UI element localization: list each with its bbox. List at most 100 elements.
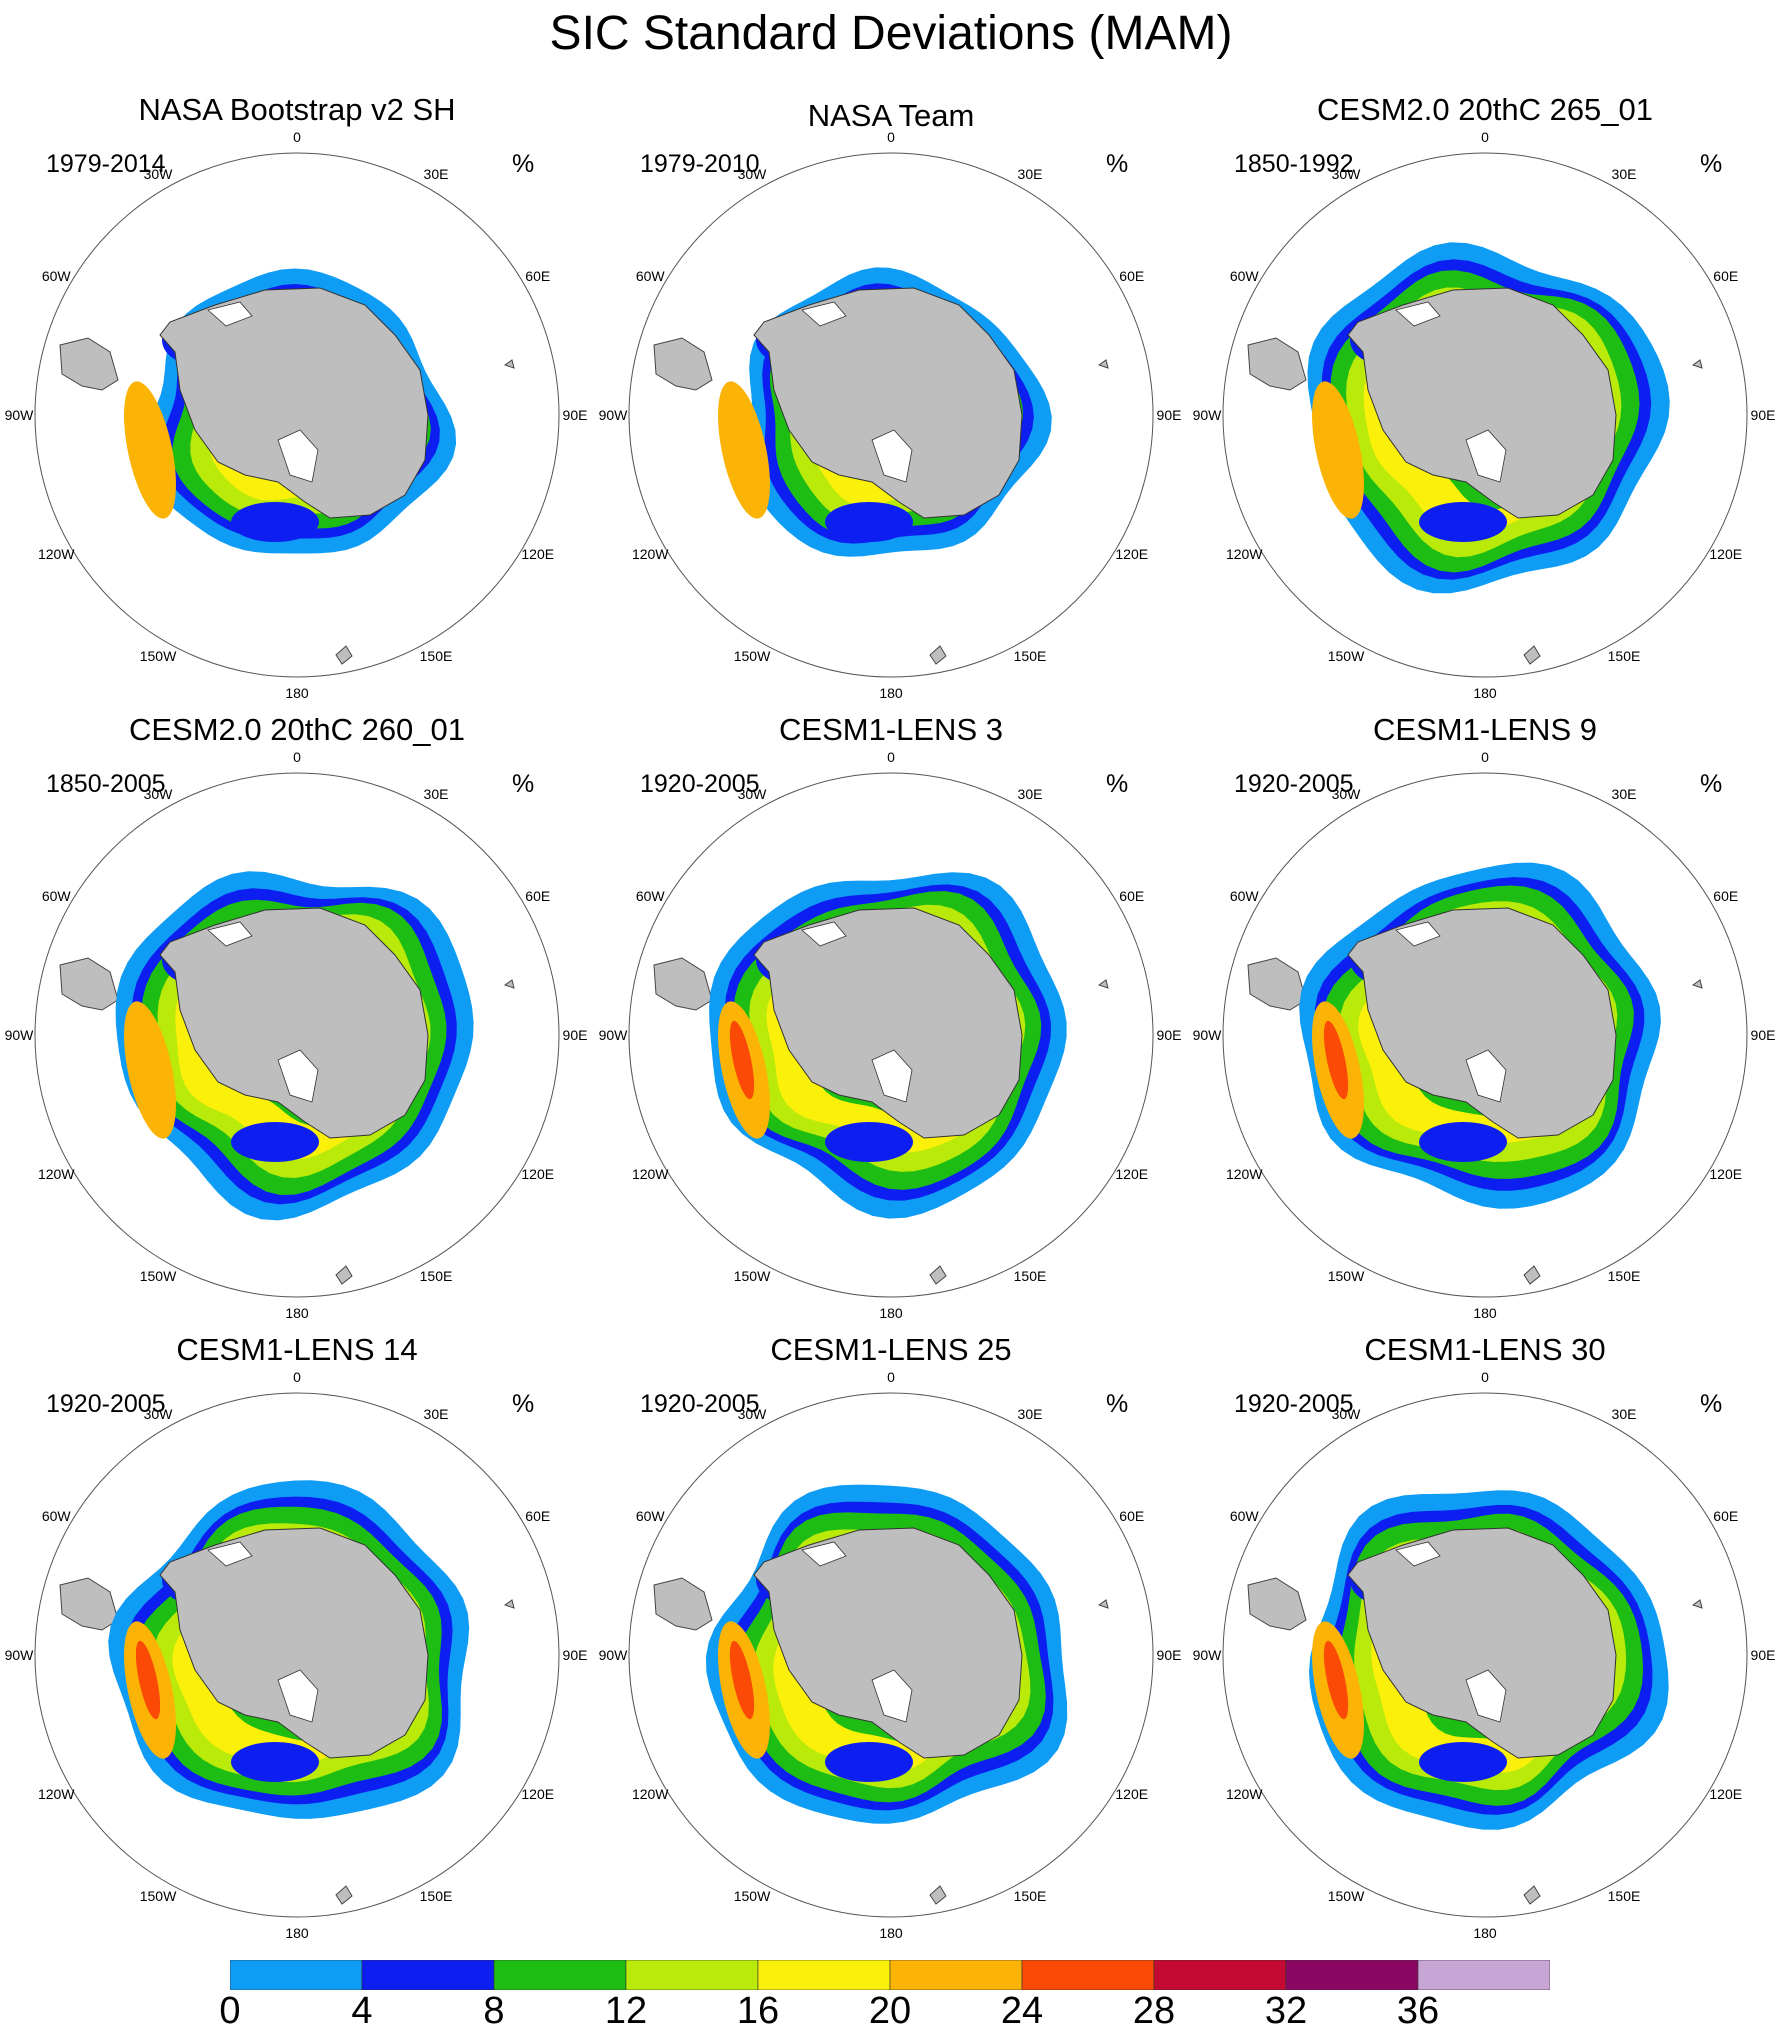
map-panel-8: CESM1-LENS 25 0 30E 60E 90E 120E 150E 180 150W 12… <box>594 1240 1188 1941</box>
longitude-label: 60E <box>1119 1508 1145 1524</box>
longitude-label: 150W <box>1327 1267 1365 1284</box>
polar-map <box>628 772 1154 1298</box>
longitude-label: 30E <box>1017 786 1043 803</box>
longitude-label: 150E <box>1607 1267 1641 1284</box>
panel-title: CESM2.0 20thC 260_01 <box>128 712 466 747</box>
longitude-label: 150W <box>733 647 771 664</box>
longitude-label: 30W <box>737 1406 767 1423</box>
longitude-label: 60W <box>1229 888 1259 904</box>
longitude-label: 0 <box>887 1369 895 1385</box>
longitude-label: 0 <box>293 749 301 765</box>
longitude-label: 150W <box>139 647 177 664</box>
colorbar-tick-label: 8 <box>483 1990 505 2032</box>
ronne-ice-shelf <box>1395 1541 1441 1567</box>
panel-title: CESM1-LENS 25 <box>770 1332 1012 1367</box>
panel-title: NASA Bootstrap v2 SH <box>138 92 456 127</box>
unit-label: % <box>1106 150 1129 178</box>
longitude-label: 120W <box>1225 1166 1263 1182</box>
longitude-label: 90W <box>598 407 628 423</box>
longitude-label: 0 <box>1481 129 1489 145</box>
longitude-label: 150W <box>139 1267 177 1284</box>
unit-label: % <box>1700 770 1723 798</box>
panel-title: CESM1-LENS 14 <box>176 1332 418 1367</box>
antarctica-land <box>753 1527 1023 1759</box>
longitude-label: 180 <box>285 685 309 701</box>
longitude-label: 90W <box>4 1647 34 1663</box>
longitude-label: 180 <box>285 1925 309 1941</box>
south-america-land <box>1247 337 1307 391</box>
south-america-land <box>59 337 119 391</box>
longitude-label: 60E <box>525 1508 551 1524</box>
longitude-label: 90W <box>4 1027 34 1043</box>
ross-ice-shelf <box>277 429 319 483</box>
unit-label: % <box>512 1390 535 1418</box>
longitude-label: 60W <box>1229 1508 1259 1524</box>
longitude-label: 180 <box>1473 1305 1497 1321</box>
colorbar-swatch-0 <box>230 1960 363 1990</box>
colorbar-tick-label: 36 <box>1396 1990 1440 2032</box>
longitude-label: 60W <box>41 268 71 284</box>
ross-ice-shelf <box>1465 1049 1507 1103</box>
map-panel-9: CESM1-LENS 30 0 30E 60E 90E 120E 150E 180 150W 12… <box>1188 1240 1782 1941</box>
longitude-label: 90E <box>1156 1027 1182 1043</box>
longitude-label: 150E <box>1013 1267 1047 1284</box>
colorbar-swatch-7 <box>1153 1960 1287 1990</box>
longitude-label: 180 <box>879 1305 903 1321</box>
longitude-label: 180 <box>1473 1925 1497 1941</box>
longitude-label: 30W <box>143 786 173 803</box>
panel-title: CESM1-LENS 9 <box>1373 712 1597 747</box>
map-panel-3: CESM2.0 20thC 265_01 0 30E 60E 90E 120E 150E 18… <box>1188 0 1782 701</box>
polar-map <box>34 152 560 678</box>
polar-map <box>628 1392 1154 1918</box>
ross-ice-shelf <box>871 1669 913 1723</box>
ronne-ice-shelf <box>207 921 253 947</box>
polar-map <box>628 152 1154 678</box>
longitude-label: 120W <box>631 1786 669 1802</box>
period-label: 1920-2005 <box>1234 1390 1354 1418</box>
south-america-land <box>59 1577 119 1631</box>
longitude-label: 60E <box>525 888 551 904</box>
longitude-label: 90W <box>1192 1647 1222 1663</box>
period-label: 1920-2005 <box>640 1390 760 1418</box>
longitude-label: 90E <box>562 1647 588 1663</box>
longitude-label: 150W <box>1327 1887 1365 1904</box>
period-label: 1920-2005 <box>640 770 760 798</box>
longitude-label: 30W <box>143 1406 173 1423</box>
panel-title: CESM1-LENS 30 <box>1364 1332 1606 1367</box>
longitude-label: 90W <box>1192 1027 1222 1043</box>
colorbar <box>230 1960 1550 1990</box>
map-panel-7: CESM1-LENS 14 0 30E 60E 90E 120E 150E 180 150W 12… <box>0 1240 594 1941</box>
longitude-label: 150E <box>419 1267 453 1284</box>
colorbar-tick-label: 4 <box>351 1990 373 2032</box>
longitude-label: 30W <box>143 166 173 183</box>
longitude-label: 30E <box>423 786 449 803</box>
polar-map <box>34 772 560 1298</box>
antarctica-land <box>753 287 1023 519</box>
antarctica-land <box>159 287 429 519</box>
longitude-label: 0 <box>1481 1369 1489 1385</box>
colorbar-swatch-5 <box>889 1960 1023 1990</box>
colorbar-tick-label: 24 <box>1000 1990 1044 2032</box>
longitude-label: 120E <box>1709 546 1743 562</box>
map-panel-6: CESM1-LENS 9 0 30E 60E 90E 120E 150E 180 150W 120… <box>1188 620 1782 1321</box>
period-label: 1920-2005 <box>46 1390 166 1418</box>
longitude-label: 150E <box>1607 1887 1641 1904</box>
colorbar-swatch-3 <box>625 1960 759 1990</box>
longitude-label: 150E <box>1013 647 1047 664</box>
longitude-label: 120E <box>1115 1786 1149 1802</box>
longitude-label: 90E <box>562 407 588 423</box>
panel-title: CESM1-LENS 3 <box>779 712 1003 747</box>
longitude-label: 120W <box>631 1166 669 1182</box>
longitude-label: 60W <box>41 1508 71 1524</box>
period-label: 1979-2014 <box>46 150 166 178</box>
longitude-label: 150W <box>733 1267 771 1284</box>
colorbar-swatch-4 <box>757 1960 891 1990</box>
unit-label: % <box>1106 1390 1129 1418</box>
longitude-label: 0 <box>293 1369 301 1385</box>
longitude-label: 60E <box>1119 268 1145 284</box>
longitude-label: 30E <box>1611 166 1637 183</box>
period-label: 1850-1992 <box>1234 150 1354 178</box>
map-panel-4: CESM2.0 20thC 260_01 0 30E 60E 90E 120E 150E 18… <box>0 620 594 1321</box>
ronne-ice-shelf <box>1395 921 1441 947</box>
longitude-label: 90E <box>1156 1647 1182 1663</box>
